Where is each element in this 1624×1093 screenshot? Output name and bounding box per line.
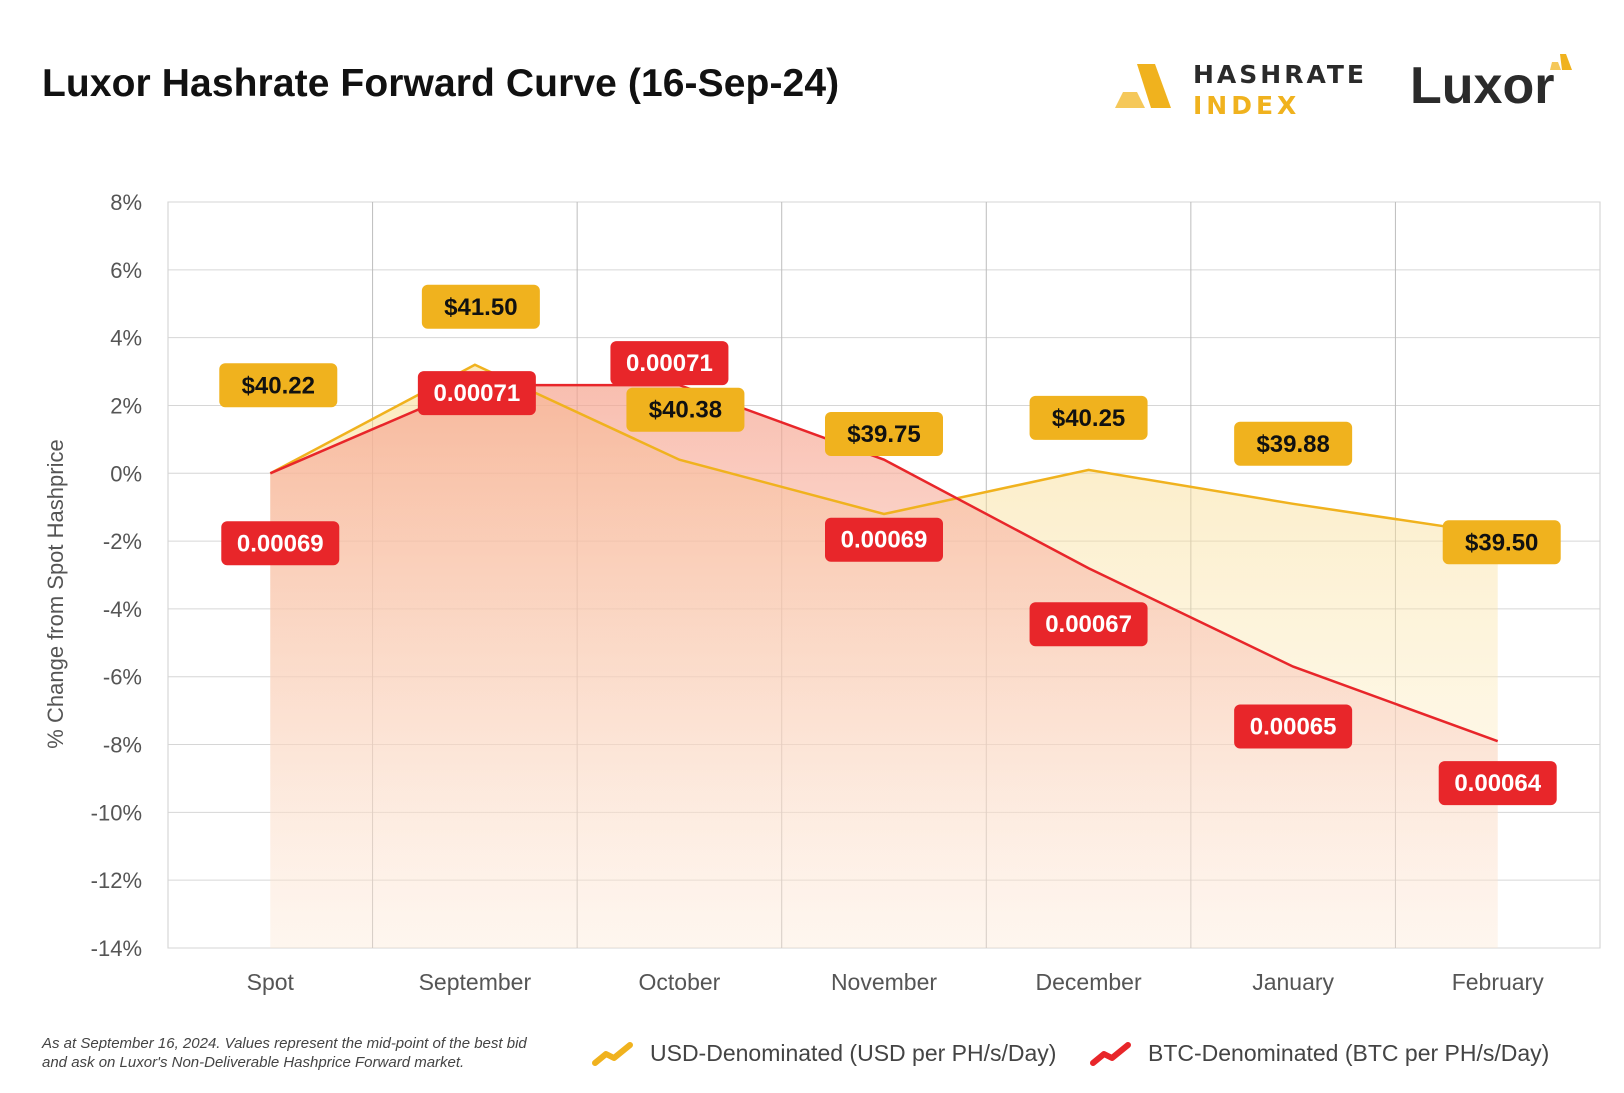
btc-data-label-box [221,521,340,566]
usd-data-label-text: $39.75 [847,421,920,448]
btc-data-label-text: 0.00071 [626,350,713,377]
luxor-word: Luxor [1410,57,1555,115]
usd-data-label: $41.50 [421,284,540,329]
y-tick-label: -4% [103,597,142,622]
usd-data-label-box [626,387,745,432]
y-tick-label: 4% [110,326,142,351]
usd-data-label-text: $41.50 [444,294,517,321]
btc-data-label: 0.00064 [1438,761,1557,806]
usd-data-label-box [825,411,943,456]
usd-data-label: $40.25 [1029,395,1148,440]
usd-data-label-text: $40.25 [1052,405,1125,432]
hashrate-word: HASHRATE [1193,60,1367,89]
usd-data-label-box [1029,395,1148,440]
usd-data-label: $40.38 [626,387,745,432]
btc-data-label-text: 0.00065 [1250,714,1337,741]
usd-data-label: $39.75 [825,411,943,456]
x-tick-label: December [1036,969,1142,995]
y-tick-label: -6% [103,665,142,690]
chart-title: Luxor Hashrate Forward Curve (16-Sep-24) [42,62,840,105]
y-tick-label: 2% [110,393,142,418]
usd-data-label-box [1234,421,1353,466]
usd-data-label-box [219,363,338,408]
x-tick-label: Spot [247,969,295,995]
y-tick-label: -8% [103,733,142,758]
x-tick-label: January [1252,969,1334,995]
btc-data-label-box [417,371,536,416]
x-tick-label: September [419,969,532,995]
btc-data-label-text: 0.00069 [237,530,324,557]
y-tick-label: 6% [110,258,142,283]
luxor-mark-icon [1550,54,1572,70]
btc-data-label-box [825,517,943,562]
x-tick-label: November [831,969,937,995]
btc-data-label-text: 0.00071 [433,380,520,407]
btc-data-label: 0.00069 [825,517,943,562]
btc-data-label: 0.00069 [221,521,340,566]
btc-data-label: 0.00071 [610,341,729,386]
btc-data-label-text: 0.00067 [1045,611,1132,638]
y-tick-label: -10% [91,800,142,825]
legend-item-btc: BTC-Denominated (BTC per PH/s/Day) [1090,1040,1549,1067]
usd-data-label-text: $40.22 [242,372,315,399]
legend-btc-label: BTC-Denominated (BTC per PH/s/Day) [1148,1040,1550,1066]
usd-data-label-box [1442,520,1561,565]
hashrate-index-logo: HASHRATE INDEX [1115,58,1364,122]
btc-data-label: 0.00065 [1234,704,1353,749]
btc-data-label-box [1438,761,1557,806]
hashrate-index-icon [1115,64,1171,108]
btc-data-label-text: 0.00069 [841,527,928,554]
btc-data-label: 0.00067 [1029,602,1148,647]
btc-line-icon [1090,1041,1131,1066]
btc-area-tint [270,385,1498,948]
legend-usd-label: USD-Denominated (USD per PH/s/Day) [650,1040,1057,1066]
y-tick-label: 0% [110,461,142,486]
index-word: INDEX [1193,91,1301,120]
usd-line-icon [592,1041,633,1066]
btc-data-label-text: 0.00064 [1454,770,1541,797]
usd-data-label: $39.88 [1234,421,1353,466]
usd-data-label: $40.22 [219,363,338,408]
legend-item-usd: USD-Denominated (USD per PH/s/Day) [592,1040,1056,1067]
btc-data-label-box [1029,602,1148,647]
y-tick-label: 8% [110,190,142,215]
btc-data-label-box [1234,704,1353,749]
usd-data-label-text: $39.50 [1465,529,1538,556]
luxor-logo: Luxor [1410,54,1590,120]
usd-data-label-box [421,284,540,329]
usd-data-label-text: $40.38 [649,397,722,424]
x-tick-label: October [639,969,721,995]
usd-data-label: $39.50 [1442,520,1561,565]
usd-series-line [269,363,1498,536]
btc-data-label-box [610,341,729,386]
btc-data-label: 0.00071 [417,371,536,416]
x-tick-label: February [1452,969,1545,995]
y-tick-label: -14% [91,936,142,961]
footnote: As at September 16, 2024. Values represe… [42,1035,527,1071]
y-tick-label: -12% [91,868,142,893]
usd-data-label-text: $39.88 [1256,431,1329,458]
y-tick-label: -2% [103,529,142,554]
